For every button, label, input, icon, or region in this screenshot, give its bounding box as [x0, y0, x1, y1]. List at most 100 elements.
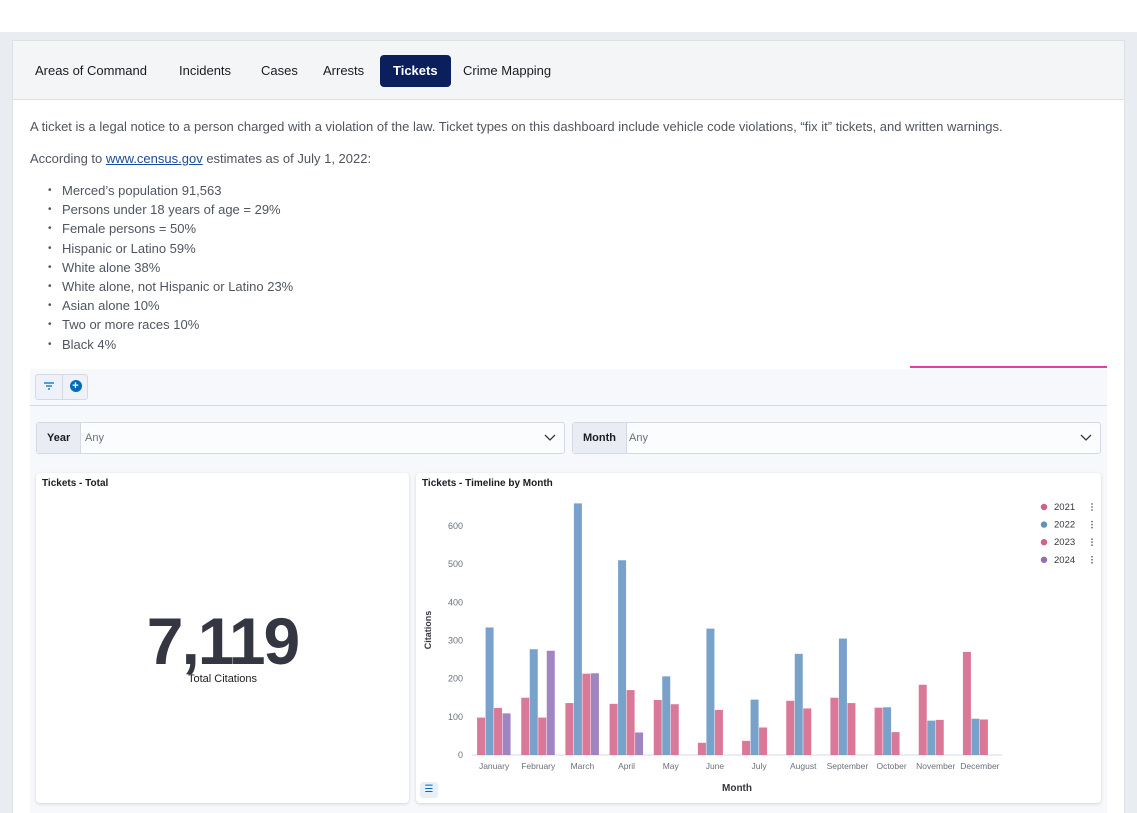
x-tick-label: July [752, 761, 768, 771]
control-group: + [35, 374, 88, 400]
month-filter[interactable]: Month Any [572, 422, 1101, 454]
tickets-total-panel: Tickets - Total 7,119 Total Citations [36, 473, 409, 803]
bar [494, 708, 503, 755]
legend-menu-icon [1091, 503, 1093, 505]
bar [653, 700, 662, 755]
x-tick-label: January [479, 761, 510, 771]
list-item: Female persons = 50% [48, 219, 293, 238]
legend-swatch [1040, 556, 1048, 563]
bar [750, 699, 759, 755]
x-tick-label: October [876, 761, 906, 771]
bar [874, 707, 883, 755]
legend-swatch [1040, 521, 1048, 528]
bar [706, 628, 715, 755]
add-control-button[interactable]: + [62, 375, 88, 399]
total-citations-value: 7,119 [146, 604, 301, 678]
census-note: According to www.census.gov estimates as… [30, 150, 371, 167]
x-tick-label: December [960, 761, 999, 771]
y-tick-label: 0 [458, 750, 463, 760]
panel-title: Tickets - Total [42, 478, 109, 489]
legend-menu-icon [1091, 544, 1093, 547]
bar [794, 653, 803, 755]
bar [927, 720, 936, 755]
bar [618, 560, 627, 755]
bar [573, 503, 582, 755]
tab-crime-mapping[interactable]: Crime Mapping [463, 63, 552, 78]
bar [883, 707, 892, 755]
bar [670, 704, 679, 755]
y-tick-label: 100 [448, 712, 463, 722]
bar [962, 651, 971, 755]
list-item: Persons under 18 years of age = 29% [48, 200, 293, 219]
bar [565, 703, 574, 755]
census-prefix: According to [30, 151, 106, 166]
chevron-down-icon [1080, 423, 1092, 453]
month-filter-label: Month [573, 423, 627, 453]
bar [609, 703, 618, 755]
legend-menu-icon [1091, 506, 1093, 508]
list-item: Merced’s population 91,563 [48, 181, 293, 200]
x-axis-title: Month [722, 783, 752, 794]
bar [847, 703, 856, 755]
bar [971, 718, 980, 755]
list-item: Hispanic or Latino 59% [48, 239, 293, 258]
demographics-list: Merced’s population 91,563 Persons under… [48, 181, 293, 354]
x-tick-label: April [618, 761, 635, 771]
panel-title: Tickets - Timeline by Month [422, 478, 553, 489]
legend-menu-icon [1091, 523, 1093, 526]
bar [582, 673, 591, 755]
bar [759, 727, 768, 755]
year-filter[interactable]: Year Any [36, 422, 565, 454]
chevron-down-icon [544, 423, 556, 453]
list-item: White alone, not Hispanic or Latino 23% [48, 277, 293, 296]
bar [697, 742, 706, 755]
list-item: Two or more races 10% [48, 315, 293, 334]
dashboard-embed: + Year Any Month Any Tickets - Total 7,1… [30, 369, 1107, 813]
census-link[interactable]: www.census.gov [105, 151, 203, 166]
timeline-chart: 0 100 200 300 400 500 600 January February March A… [423, 502, 1093, 794]
legend-menu-icon [1091, 509, 1093, 511]
control-bar: + [30, 369, 1107, 406]
bar [477, 717, 486, 755]
census-suffix: estimates as of July 1, 2022: [202, 151, 372, 166]
x-tick-label: May [663, 761, 680, 771]
tab-areas-of-command[interactable]: Areas of Command [35, 63, 147, 78]
tab-cases[interactable]: Cases [261, 63, 298, 78]
x-tick-label: March [571, 761, 595, 771]
top-bar [0, 0, 1137, 32]
bar [838, 638, 847, 755]
y-tick-label: 200 [448, 674, 463, 684]
bar [521, 697, 530, 755]
legend-menu-icon [1091, 558, 1093, 561]
year-filter-label: Year [37, 423, 82, 453]
y-axis-title: Citations [423, 611, 433, 650]
bar [485, 627, 494, 755]
bar [635, 732, 644, 755]
tab-tickets[interactable]: Tickets [380, 55, 451, 87]
legend-menu-icon [1091, 561, 1093, 564]
bar [662, 676, 671, 755]
legend-menu-icon [1091, 541, 1093, 544]
legend-label: 2024 [1054, 555, 1075, 566]
legend-menu-icon [1091, 520, 1093, 523]
tab-bar: Areas of Command Incidents Cases Arrests… [13, 41, 1124, 100]
filter-icon[interactable] [36, 375, 62, 399]
tab-arrests[interactable]: Arrests [323, 63, 365, 78]
x-tick-label: September [827, 761, 869, 771]
legend-swatch [1040, 503, 1048, 511]
dashboard-card: Areas of Command Incidents Cases Arrests… [12, 40, 1125, 813]
bar [891, 732, 900, 755]
x-tick-label: June [706, 761, 725, 771]
bar [742, 740, 751, 755]
bar [918, 684, 927, 755]
list-item: White alone 38% [48, 258, 293, 277]
legend-label: 2022 [1054, 520, 1075, 531]
bar [830, 697, 839, 755]
tab-incidents[interactable]: Incidents [179, 63, 232, 78]
y-tick-label: 400 [448, 597, 463, 607]
legend-label: 2023 [1054, 537, 1075, 548]
bar [935, 719, 944, 755]
y-tick-label: 600 [448, 521, 463, 531]
list-icon[interactable]: ☰ [420, 782, 438, 798]
tickets-timeline-panel: Tickets - Timeline by Month 0 100 200 300 40… [416, 473, 1101, 803]
